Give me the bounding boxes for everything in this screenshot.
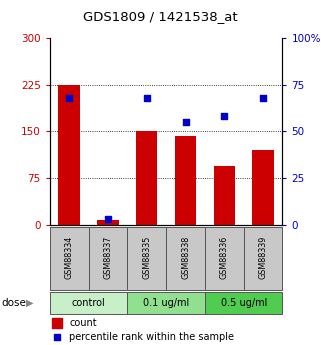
Text: GSM88336: GSM88336 — [220, 236, 229, 279]
Point — [66, 95, 72, 100]
Text: percentile rank within the sample: percentile rank within the sample — [69, 332, 234, 342]
Bar — [58, 85, 80, 225]
Text: GSM88337: GSM88337 — [103, 236, 112, 279]
Bar — [127, 292, 205, 314]
Text: ▶: ▶ — [26, 298, 34, 308]
Text: GSM88338: GSM88338 — [181, 236, 190, 279]
Text: count: count — [69, 318, 97, 328]
Bar — [136, 131, 157, 225]
Bar — [52, 318, 62, 328]
Bar — [244, 227, 282, 290]
Bar — [252, 150, 274, 225]
Bar — [89, 227, 127, 290]
Bar — [127, 227, 166, 290]
Text: control: control — [72, 298, 105, 308]
Bar — [205, 292, 282, 314]
Bar — [166, 227, 205, 290]
Text: GSM88334: GSM88334 — [65, 236, 74, 279]
Bar — [205, 227, 244, 290]
Point — [105, 217, 110, 222]
Bar — [50, 292, 127, 314]
Bar — [214, 166, 235, 225]
Point — [183, 119, 188, 125]
Text: 0.1 ug/ml: 0.1 ug/ml — [143, 298, 189, 308]
Point — [55, 334, 60, 340]
Text: dose: dose — [2, 298, 26, 308]
Point — [144, 95, 149, 100]
Bar — [97, 220, 118, 225]
Text: GSM88335: GSM88335 — [142, 236, 151, 279]
Text: GSM88339: GSM88339 — [259, 236, 268, 279]
Bar — [50, 227, 89, 290]
Bar — [175, 136, 196, 225]
Text: 0.5 ug/ml: 0.5 ug/ml — [221, 298, 267, 308]
Point — [261, 95, 266, 100]
Text: GDS1809 / 1421538_at: GDS1809 / 1421538_at — [83, 10, 238, 23]
Point — [222, 114, 227, 119]
